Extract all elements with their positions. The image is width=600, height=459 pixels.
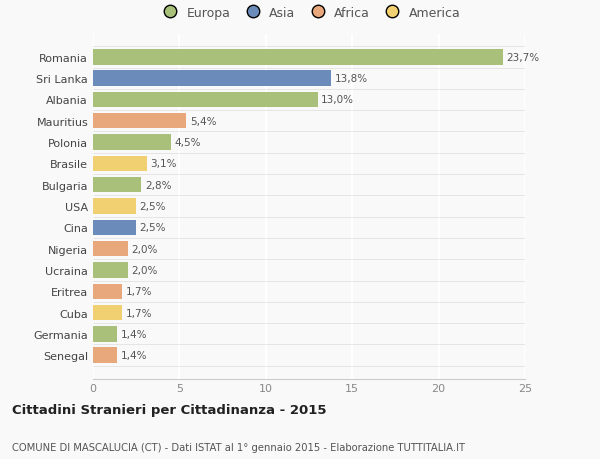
Text: 2,5%: 2,5%	[140, 223, 166, 233]
Text: COMUNE DI MASCALUCIA (CT) - Dati ISTAT al 1° gennaio 2015 - Elaborazione TUTTITA: COMUNE DI MASCALUCIA (CT) - Dati ISTAT a…	[12, 442, 465, 452]
Text: 1,4%: 1,4%	[121, 350, 147, 360]
Bar	[93, 135, 171, 151]
Text: 3,1%: 3,1%	[150, 159, 176, 169]
Bar	[93, 326, 117, 342]
Text: 2,0%: 2,0%	[131, 265, 157, 275]
Text: 2,0%: 2,0%	[131, 244, 157, 254]
Text: 1,7%: 1,7%	[126, 286, 152, 297]
Bar	[93, 241, 128, 257]
Text: 23,7%: 23,7%	[506, 53, 539, 63]
Bar	[93, 220, 136, 235]
Bar	[93, 50, 503, 65]
Text: 2,8%: 2,8%	[145, 180, 172, 190]
Bar	[93, 93, 317, 108]
Bar	[93, 71, 331, 87]
Text: 13,0%: 13,0%	[321, 95, 354, 105]
Text: 1,4%: 1,4%	[121, 329, 147, 339]
Bar	[93, 178, 142, 193]
Bar	[93, 114, 187, 129]
Bar	[93, 348, 117, 363]
Text: 2,5%: 2,5%	[140, 202, 166, 212]
Bar	[93, 157, 146, 172]
Bar	[93, 305, 122, 320]
Text: Cittadini Stranieri per Cittadinanza - 2015: Cittadini Stranieri per Cittadinanza - 2…	[12, 403, 326, 416]
Legend: Europa, Asia, Africa, America: Europa, Asia, Africa, America	[152, 2, 466, 25]
Text: 5,4%: 5,4%	[190, 117, 216, 127]
Bar	[93, 199, 136, 214]
Text: 1,7%: 1,7%	[126, 308, 152, 318]
Text: 4,5%: 4,5%	[174, 138, 201, 148]
Text: 13,8%: 13,8%	[335, 74, 368, 84]
Bar	[93, 284, 122, 299]
Bar	[93, 263, 128, 278]
